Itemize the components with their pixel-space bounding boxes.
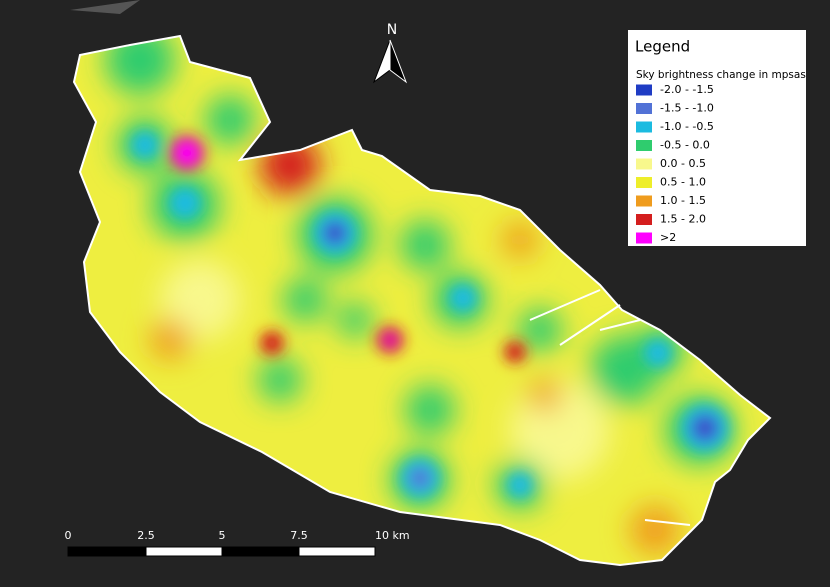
- legend-title: Legend: [635, 38, 690, 56]
- legend-swatch: [636, 84, 652, 96]
- scale-label: 10 km: [375, 529, 410, 542]
- legend-swatch: [636, 121, 652, 133]
- scale-segment: [221, 546, 300, 557]
- arrow-right: [389, 39, 408, 84]
- legend-label: -0.5 - 0.0: [660, 139, 710, 152]
- legend-label: 0.0 - 0.5: [660, 157, 706, 170]
- legend-swatch: [636, 214, 652, 225]
- land-fragment: [70, 0, 140, 14]
- coastline: [72, 34, 772, 567]
- legend-box: [628, 30, 806, 246]
- legend-label: 0.5 - 1.0: [660, 176, 706, 189]
- scale-segment: [298, 546, 376, 557]
- north-arrow: N: [372, 22, 408, 84]
- legend: Legend Sky brightness change in mpsas -2…: [628, 30, 806, 246]
- legend-swatch: [636, 140, 652, 151]
- legend-label: -2.0 - -1.5: [660, 83, 714, 96]
- legend-swatch: [636, 103, 652, 114]
- legend-label: >2: [660, 231, 676, 244]
- north-label: N: [387, 22, 397, 38]
- scale-segment: [145, 546, 223, 557]
- legend-label: -1.0 - -0.5: [660, 120, 714, 133]
- scale-label: 0: [65, 529, 72, 542]
- legend-label: 1.0 - 1.5: [660, 194, 706, 207]
- legend-swatch: [636, 195, 652, 207]
- scale-label: 7.5: [290, 529, 308, 542]
- legend-label: 1.5 - 2.0: [660, 213, 706, 226]
- legend-swatch: [636, 177, 652, 188]
- scale-bar: 0 2.5 5 7.5 10 km: [65, 529, 410, 557]
- legend-label: -1.5 - -1.0: [660, 102, 714, 115]
- scale-segment: [67, 546, 147, 557]
- scale-label: 5: [219, 529, 226, 542]
- legend-subtitle: Sky brightness change in mpsas: [636, 69, 806, 81]
- harbour-lines: [529, 289, 691, 526]
- scale-label: 2.5: [137, 529, 155, 542]
- legend-swatch: [636, 158, 652, 170]
- legend-swatch: [636, 232, 652, 244]
